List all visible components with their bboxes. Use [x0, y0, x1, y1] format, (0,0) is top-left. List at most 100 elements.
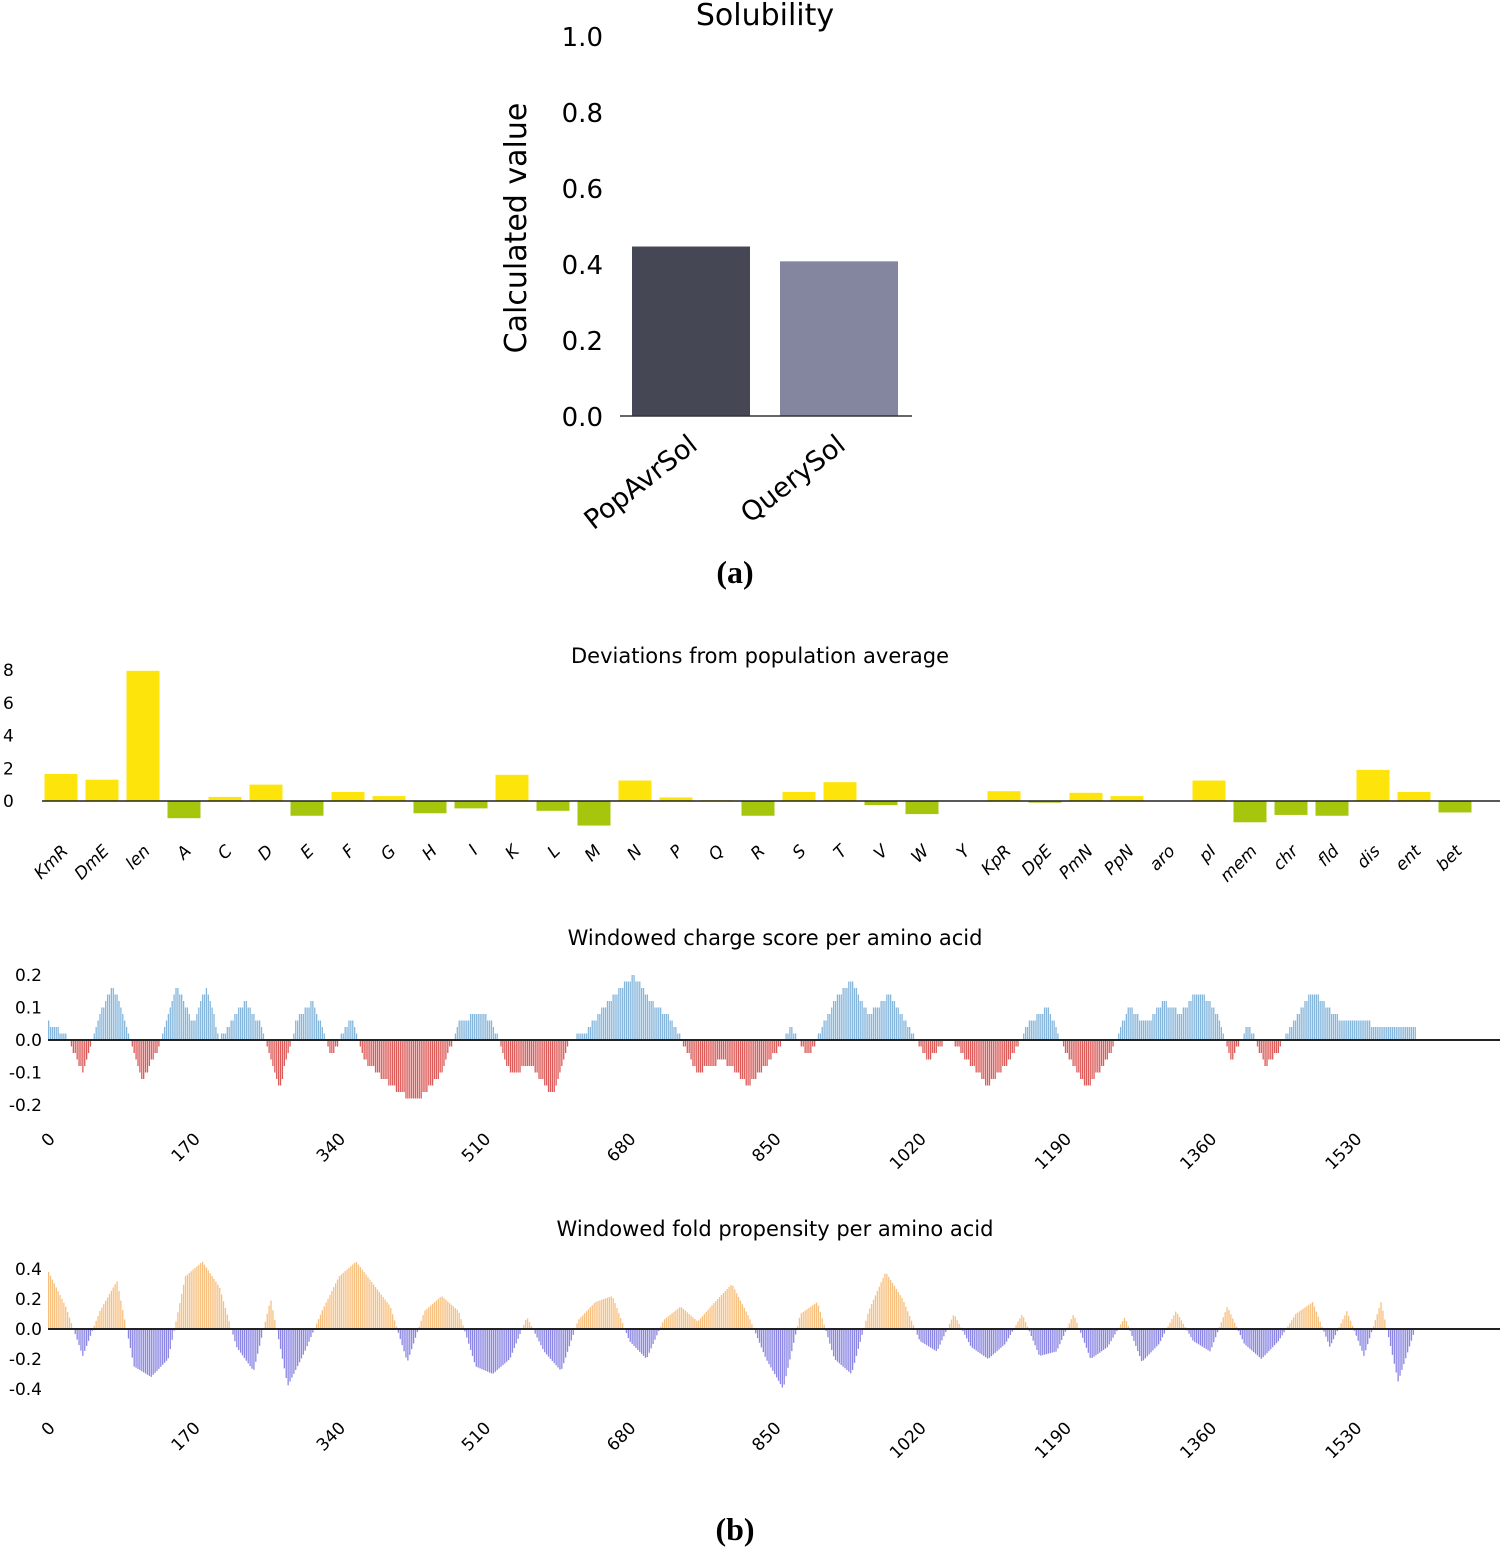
profile-bar [909, 1315, 911, 1329]
profile-bar [842, 988, 844, 1040]
profile-bar [1289, 1027, 1291, 1040]
profile-bar [327, 1298, 329, 1329]
profile-bar [78, 1329, 80, 1346]
profile-bar [793, 1033, 795, 1040]
profile-bar [686, 1040, 688, 1053]
profile-bar [855, 1329, 858, 1356]
profile-bar [230, 1020, 232, 1040]
profile-bar [865, 1320, 867, 1329]
profile-bar [1211, 1007, 1213, 1040]
profile-bar [124, 1020, 126, 1040]
profile-bar [70, 1040, 73, 1047]
profile-bar [61, 1298, 63, 1329]
profile-bar [551, 1329, 553, 1361]
profile-bar [80, 1040, 82, 1066]
profile-bar [525, 1320, 527, 1329]
profile-bar [1254, 1329, 1257, 1354]
profile-bar [1374, 1027, 1376, 1040]
profile-bar [431, 1303, 434, 1329]
profile-bar [118, 1290, 120, 1329]
profile-bar [1182, 1323, 1185, 1329]
profile-bar [460, 1020, 462, 1040]
profile-bar [935, 1329, 937, 1352]
profile-bar [348, 1267, 350, 1329]
profile-bar [819, 1311, 821, 1329]
profile-bar [424, 1310, 426, 1329]
profile-bar [1146, 1020, 1148, 1040]
profile-bar [1026, 1326, 1029, 1329]
profile-bar [971, 1329, 974, 1348]
profile-bar [1169, 1322, 1171, 1329]
profile-bar [568, 1329, 571, 1347]
profile-bar [772, 1329, 774, 1371]
profile-bar [730, 1285, 732, 1329]
profile-bar [1062, 1040, 1065, 1047]
profile-bar [964, 1040, 966, 1060]
profile-bar [758, 1040, 761, 1073]
profile-bar [1351, 1325, 1354, 1329]
profile-bar [371, 1282, 373, 1329]
profile-bar [661, 1322, 664, 1329]
profile-bar [217, 1284, 219, 1329]
profile-bar [888, 1276, 890, 1329]
profile-bar [49, 1275, 52, 1329]
profile-bar [652, 1001, 654, 1040]
profile-bar [688, 1040, 690, 1053]
profile-bar [939, 1329, 941, 1345]
profile-bar [502, 1040, 504, 1053]
profile-bar [1175, 1007, 1177, 1040]
profile-bar [431, 1040, 434, 1086]
profile-bar [981, 1040, 983, 1079]
x-tick-label: bet [1433, 840, 1468, 875]
profile-bar [1332, 1014, 1335, 1040]
profile-bar [1097, 1329, 1099, 1354]
profile-bar [340, 1033, 342, 1040]
profile-bar [48, 1020, 50, 1040]
profile-bar [437, 1298, 439, 1329]
bar-V [864, 801, 898, 806]
profile-bar [1110, 1329, 1112, 1342]
profile-bar [903, 1301, 905, 1329]
profile-bar [418, 1326, 420, 1329]
profile-bar [494, 1329, 496, 1372]
profile-bar [205, 988, 208, 1040]
profile-bar [713, 1040, 715, 1066]
profile-bar [1218, 1020, 1221, 1040]
profile-bar [1158, 1007, 1160, 1040]
profile-bar [1137, 1014, 1139, 1040]
profile-bar [296, 1329, 299, 1367]
profile-bar [469, 1014, 472, 1040]
profile-bar [1159, 1329, 1162, 1342]
profile-bar [1004, 1040, 1006, 1066]
profile-bar [89, 1329, 92, 1336]
profile-bar [677, 1308, 679, 1329]
profile-bar [68, 1317, 71, 1329]
profile-bar [196, 1014, 198, 1040]
profile-bar [669, 1020, 671, 1040]
profile-bar [1289, 1323, 1291, 1329]
profile-bar [899, 1014, 901, 1040]
profile-bar [1211, 1329, 1213, 1348]
profile-bar [863, 1007, 865, 1040]
profile-bar [699, 1040, 702, 1073]
profile-bar [450, 1304, 453, 1329]
profile-bar [713, 1303, 715, 1329]
x-tick-label: 0 [38, 1129, 60, 1151]
profile-bar [749, 1319, 751, 1329]
profile-bar [1095, 1329, 1097, 1356]
profile-bar [526, 1040, 529, 1066]
profile-bar [209, 1273, 211, 1329]
profile-bar [536, 1040, 538, 1073]
profile-bar [1215, 1014, 1217, 1040]
bar-P [659, 797, 693, 801]
profile-bar [200, 1262, 202, 1329]
profile-bar [1302, 1007, 1304, 1040]
profile-bar [316, 1323, 318, 1329]
profile-bar [437, 1040, 439, 1079]
profile-bar [694, 1318, 696, 1329]
profile-bar [86, 1329, 88, 1346]
profile-bar [1260, 1040, 1262, 1053]
profile-bar [869, 1014, 871, 1040]
profile-bar [1296, 1312, 1299, 1329]
profile-bar [101, 1307, 103, 1329]
